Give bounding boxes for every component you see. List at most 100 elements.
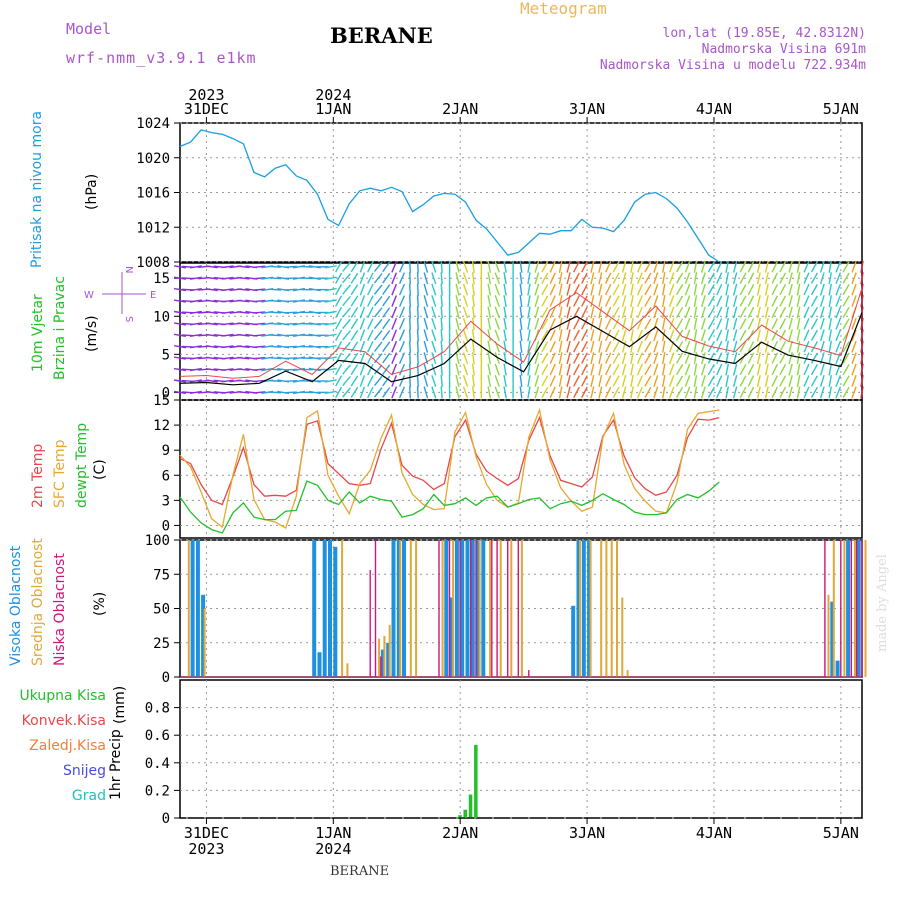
wind-arrow [269,357,282,360]
wind-arrow [416,386,419,399]
y-tick-label: 50 [153,602,170,618]
product-title: Meteogram [520,0,607,18]
wind-arrow [860,283,864,296]
wind-arrow [534,317,540,330]
wind-arrow [819,329,825,342]
wind-arrow [796,352,801,365]
wind-arrow [851,386,857,399]
wind-arrow [573,318,580,330]
wind-arrow [494,272,500,285]
wind-arrow [494,283,500,296]
wind-arrow [382,318,391,330]
top-day-label: 5JAN [823,100,859,118]
wind-arrow [796,295,801,308]
wind-arrow [350,375,359,387]
wind-arrow [675,341,684,353]
wind-arrow [828,295,832,308]
wind-arrow [828,363,832,376]
wind-arrow [494,352,500,365]
wind-axis-title: 10m Vjetar [30,294,46,372]
wind-arrow [842,375,850,387]
wind-arrow [803,363,810,376]
wind-arrow [487,295,492,308]
wind-arrow [756,272,761,285]
low-cloud-bar [380,656,382,677]
wind-arrow [566,272,571,285]
wind-arrow [205,299,218,303]
wind-arrow [237,322,250,326]
wind-arrow [725,272,729,285]
wind-arrow [693,260,698,273]
wind-arrow [779,375,787,387]
wind-arrow [693,340,698,353]
wind-arrow [549,318,556,330]
wind-arrow [851,363,857,376]
bottom-day-label: 1JAN [315,824,351,842]
wind-arrow [367,352,374,364]
wind-arrow [700,352,706,365]
wind-arrow [350,318,359,330]
wind-arrow [796,272,801,285]
wind-arrow [455,317,460,330]
wind-arrow [573,386,580,399]
wind-arrow [675,295,684,307]
low-cloud-bar [475,540,477,677]
wind-arrow [350,261,359,273]
wind-arrow [398,340,406,353]
wind-arrow [237,345,250,349]
wind-arrow [810,318,819,330]
wind-arrow [237,288,250,291]
temp-axis-title-2m: 2m Temp [30,444,46,508]
wind-arrow [284,311,298,314]
wind-arrow [367,318,374,330]
top-year-label: 2024 [315,86,351,104]
wind-arrow [359,352,366,365]
wind-arrow [335,261,343,273]
wind-arrow [423,340,429,353]
wind-arrow [487,272,492,285]
wind-arrow [221,368,234,371]
high-cloud-bar [312,540,317,677]
wind-arrow [581,272,588,284]
high-cloud-bar [571,605,576,677]
wind-arrow [604,329,612,342]
wind-arrow [630,386,634,399]
wind-arrow [803,352,810,364]
wind-arrow [350,364,359,375]
wind-arrow [189,333,202,337]
wind-arrow [644,375,652,387]
wind-arrow [842,386,850,398]
wind-arrow [534,283,540,296]
wind-arrow [621,295,627,307]
wind-arrow [707,306,715,319]
wind-arrow [756,329,761,342]
wind-arrow [581,306,588,319]
temperature-panel: 0 3 6 9 12 15 [153,393,863,539]
wind-arrow [284,288,298,291]
wind-arrow [237,276,250,280]
wind-arrow [725,363,729,376]
mid-cloud-bar [579,540,581,677]
wind-arrow [527,329,531,342]
wind-arrow [519,283,523,296]
wind-arrow [747,352,755,364]
wind-arrow [221,311,234,314]
wind-arrow [173,310,187,315]
wind-arrow [581,318,588,330]
wind-arrow [612,295,620,307]
wind-arrow [630,363,634,376]
wind-arrow [636,261,643,273]
wind-arrow [810,272,819,284]
wind-arrow-field [173,260,864,399]
wind-arrow [621,375,627,387]
wind-arrow [205,265,218,269]
wind-arrow [590,329,595,342]
wind-arrow [487,340,492,353]
wind-arrow [675,375,684,387]
high-cloud-bar [190,540,195,677]
y-tick-label: 1020 [136,151,170,167]
wind-arrow [860,374,864,388]
wind-arrow [803,386,810,399]
wind-arrow [455,295,460,308]
